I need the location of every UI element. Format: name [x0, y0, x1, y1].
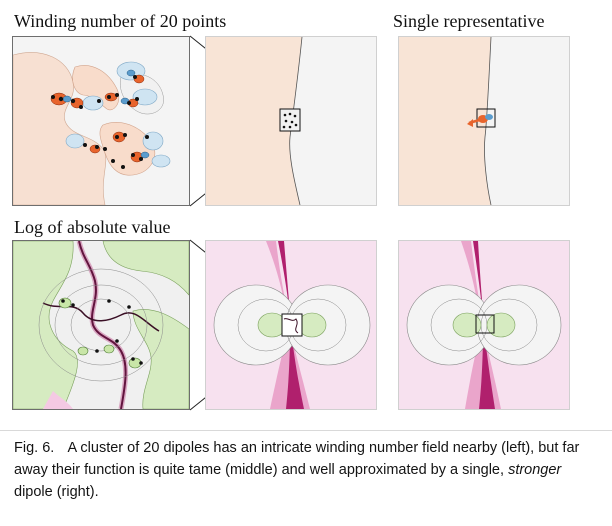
single-rep-log-panel — [398, 240, 570, 410]
winding-number-heading: Winding number of 20 points — [14, 11, 227, 31]
single-rep-winding-panel — [398, 36, 570, 206]
figure-caption: Fig. 6. A cluster of 20 dipoles has an i… — [14, 437, 598, 503]
log-near-panel — [12, 240, 190, 410]
winding-near-plot — [13, 37, 189, 205]
winding-far-panel — [205, 36, 377, 206]
single-rep-winding-plot — [399, 37, 569, 205]
log-far-plot — [206, 241, 376, 409]
single-representative-heading: Single representative — [393, 11, 545, 31]
log-absolute-value-heading: Log of absolute value — [14, 217, 171, 237]
caption-text: A cluster of 20 dipoles has an intricate… — [14, 440, 580, 478]
winding-far-plot — [206, 37, 376, 205]
log-near-plot — [13, 241, 189, 409]
winding-near-panel — [12, 36, 190, 206]
figure-label: Fig. 6. — [14, 440, 55, 456]
caption-text-end: dipole (right). — [14, 484, 99, 500]
caption-divider — [0, 430, 612, 431]
caption-emphasis: stronger — [508, 462, 562, 478]
single-rep-log-plot — [399, 241, 569, 409]
log-far-panel — [205, 240, 377, 410]
